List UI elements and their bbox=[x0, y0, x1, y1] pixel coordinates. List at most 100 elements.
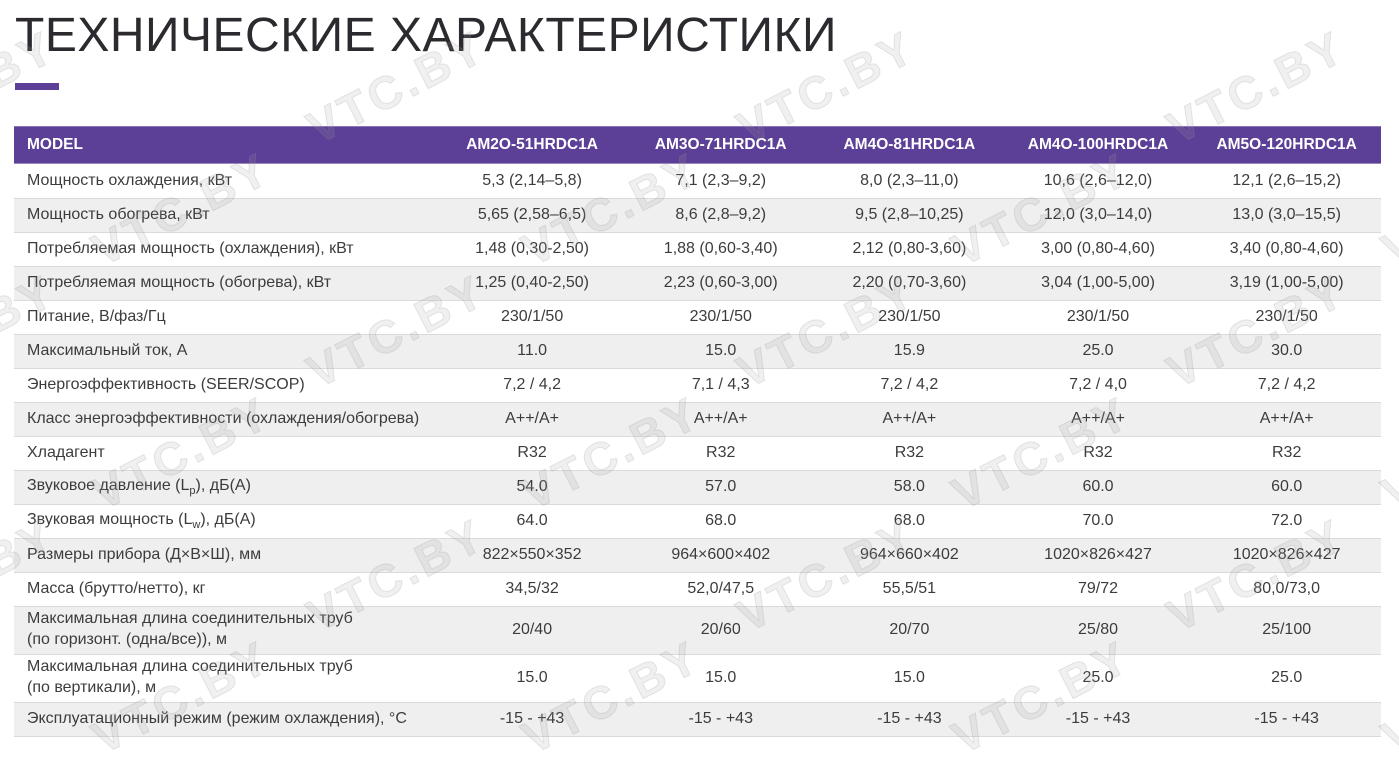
spec-value: -15 - +43 bbox=[688, 710, 753, 727]
spec-value: 7,2 / 4,0 bbox=[1069, 376, 1127, 393]
spec-row-label: Эксплуатационный режим (режим охлаждения… bbox=[27, 709, 407, 727]
spec-value: 230/1/50 bbox=[878, 308, 941, 325]
spec-value: 57.0 bbox=[705, 478, 737, 495]
spec-row-label: Масса (брутто/нетто), кг bbox=[27, 579, 206, 597]
spec-value: A++/A+ bbox=[693, 410, 748, 427]
table-row: Мощность охлаждения, кВт 5,3 (2,14–5,8) 7,… bbox=[14, 164, 1381, 198]
spec-value: 60.0 bbox=[1082, 478, 1114, 495]
table-row: Энергоэффективность (SEER/SCOP) 7,2 / 4,2… bbox=[14, 368, 1381, 402]
spec-row-label: Потребляемая мощность (обогрева), кВт bbox=[27, 273, 332, 291]
spec-value: 30.0 bbox=[1271, 342, 1303, 359]
label-subscript: p bbox=[189, 484, 196, 497]
table-row: Звуковая мощность (Lw), дБ(А) 64.0 68.0 68.… bbox=[14, 504, 1381, 538]
spec-value: A++/A+ bbox=[1259, 410, 1314, 427]
spec-value: 15.0 bbox=[893, 669, 925, 686]
column-header: AM2O-51HRDC1A bbox=[437, 125, 627, 165]
table-row: Звуковое давление (Lp), дБ(А) 54.0 57.0 58.… bbox=[14, 470, 1381, 504]
spec-value: 5,3 (2,14–5,8) bbox=[482, 172, 582, 190]
label-subscript: w bbox=[192, 518, 201, 531]
spec-value: 20/60 bbox=[700, 621, 741, 638]
spec-value: 52,0/47,5 bbox=[687, 580, 755, 597]
spec-value: -15 - +43 bbox=[499, 710, 565, 727]
table-row: Размеры прибора (Д×В×Ш), мм 822×550×352 96… bbox=[14, 538, 1381, 572]
spec-row-label: Звуковое давление (Lp), дБ(А) bbox=[14, 470, 438, 504]
spec-value: 3,00 (0,80-4,60) bbox=[1041, 240, 1155, 257]
spec-value: 72.0 bbox=[1271, 512, 1303, 529]
spec-row-label: Хладагент bbox=[27, 443, 105, 461]
spec-row-label: Максимальный ток, А bbox=[27, 341, 188, 359]
spec-value: 2,20 (0,70-3,60) bbox=[852, 274, 967, 291]
table-row: Потребляемая мощность (охлаждения), кВт 1… bbox=[14, 232, 1381, 266]
table-row: Максимальный ток, А 11.0 15.0 15.9 25.0 30.0 bbox=[14, 334, 1381, 368]
spec-row-label: Звуковая мощность (Lw), дБ(А) bbox=[14, 504, 438, 538]
spec-row-label: Энергоэффективность (SEER/SCOP) bbox=[27, 375, 305, 393]
spec-value: 58.0 bbox=[893, 478, 925, 495]
column-header-model: MODEL bbox=[14, 125, 438, 165]
spec-row-label: Максимальная длина соединительных труб (… bbox=[27, 658, 353, 696]
table-row: Масса (брутто/нетто), кг 34,5/32 52,0/47,5… bbox=[14, 572, 1381, 606]
spec-row-label: Максимальная длина соединительных труб (… bbox=[27, 610, 353, 648]
spec-value: 34,5/32 bbox=[505, 580, 559, 597]
accent-dash bbox=[15, 83, 59, 90]
table-row: Максимальная длина соединительных труб (… bbox=[14, 654, 1381, 702]
spec-value: 964×660×402 bbox=[859, 546, 959, 563]
spec-value: -15 - +43 bbox=[1254, 710, 1319, 727]
spec-value: 80,0/73,0 bbox=[1253, 580, 1321, 597]
label-text: ), дБ(А) bbox=[195, 476, 251, 494]
table-row: Хладагент R32 R32 R32 R32 R32 bbox=[14, 436, 1381, 470]
spec-row-label: Потребляемая мощность (охлаждения), кВт bbox=[27, 239, 354, 257]
spec-value: 7,2 / 4,2 bbox=[503, 376, 561, 393]
table-row: Мощность обогрева, кВт 5,65 (2,58–6,5) 8,6… bbox=[14, 198, 1381, 232]
spec-value: R32 bbox=[1271, 444, 1302, 461]
spec-row-label: Мощность обогрева, кВт bbox=[27, 205, 210, 223]
spec-row-label: Питание, В/фаз/Гц bbox=[27, 307, 166, 325]
spec-value: 12,0 (3,0–14,0) bbox=[1043, 206, 1153, 223]
table-row: Эксплуатационный режим (режим охлаждения… bbox=[14, 702, 1381, 736]
spec-value: 25.0 bbox=[1082, 342, 1114, 359]
spec-value: -15 - +43 bbox=[877, 710, 942, 727]
spec-value: 12,1 (2,6–15,2) bbox=[1232, 172, 1341, 190]
spec-value: 7,2 / 4,2 bbox=[880, 376, 939, 393]
spec-value: 60.0 bbox=[1271, 478, 1303, 495]
spec-value: 230/1/50 bbox=[689, 308, 752, 325]
spec-value: 10,6 (2,6–12,0) bbox=[1043, 172, 1153, 190]
spec-value: 25.0 bbox=[1271, 669, 1303, 686]
spec-value: 2,12 (0,80-3,60) bbox=[852, 240, 967, 257]
spec-value: R32 bbox=[1083, 444, 1113, 461]
table-row: Максимальная длина соединительных труб (… bbox=[14, 606, 1381, 654]
spec-value: 8,6 (2,8–9,2) bbox=[675, 206, 767, 223]
spec-table-body: Мощность охлаждения, кВт 5,3 (2,14–5,8) 7,… bbox=[14, 164, 1381, 736]
spec-value: 25/80 bbox=[1077, 621, 1119, 638]
spec-value: 7,1 / 4,3 bbox=[691, 376, 750, 393]
spec-value: 9,5 (2,8–10,25) bbox=[855, 206, 964, 223]
column-header: AM5O-120HRDC1A bbox=[1192, 125, 1381, 165]
spec-value: 68.0 bbox=[893, 512, 925, 529]
spec-value: 68.0 bbox=[705, 512, 737, 529]
spec-value: 3,04 (1,00-5,00) bbox=[1041, 274, 1155, 291]
spec-value: A++/A+ bbox=[505, 410, 559, 427]
table-row: Класс энергоэффективности (охлаждения/об… bbox=[14, 402, 1381, 436]
label-text: Звуковая мощность (L bbox=[27, 510, 193, 528]
spec-value: 55,5/51 bbox=[882, 580, 937, 597]
label-text: ), дБ(А) bbox=[200, 510, 256, 528]
spec-value: R32 bbox=[894, 444, 925, 461]
spec-value: 8,0 (2,3–11,0) bbox=[860, 172, 959, 190]
table-row: Питание, В/фаз/Гц 230/1/50 230/1/50 230/1/5… bbox=[14, 300, 1381, 334]
spec-value: 11.0 bbox=[517, 342, 548, 359]
column-header: AM3O-71HRDC1A bbox=[626, 125, 816, 165]
label-text: Звуковое давление (L bbox=[27, 476, 190, 494]
table-row: Потребляемая мощность (обогрева), кВт 1,2… bbox=[14, 266, 1381, 300]
column-header: AM4O-81HRDC1A bbox=[815, 125, 1004, 165]
spec-value: R32 bbox=[517, 444, 547, 461]
spec-value: 15.0 bbox=[705, 342, 737, 359]
spec-value: 5,65 (2,58–6,5) bbox=[477, 206, 587, 223]
spec-value: 20/70 bbox=[889, 621, 930, 638]
spec-value: 79/72 bbox=[1077, 580, 1119, 597]
spec-value: 2,23 (0,60-3,00) bbox=[663, 274, 778, 291]
spec-value: R32 bbox=[706, 444, 736, 461]
spec-value: 1,25 (0,40-2,50) bbox=[475, 274, 590, 291]
spec-value: 25.0 bbox=[1082, 669, 1114, 686]
spec-value: 20/40 bbox=[512, 621, 553, 638]
spec-value: 230/1/50 bbox=[500, 308, 564, 325]
